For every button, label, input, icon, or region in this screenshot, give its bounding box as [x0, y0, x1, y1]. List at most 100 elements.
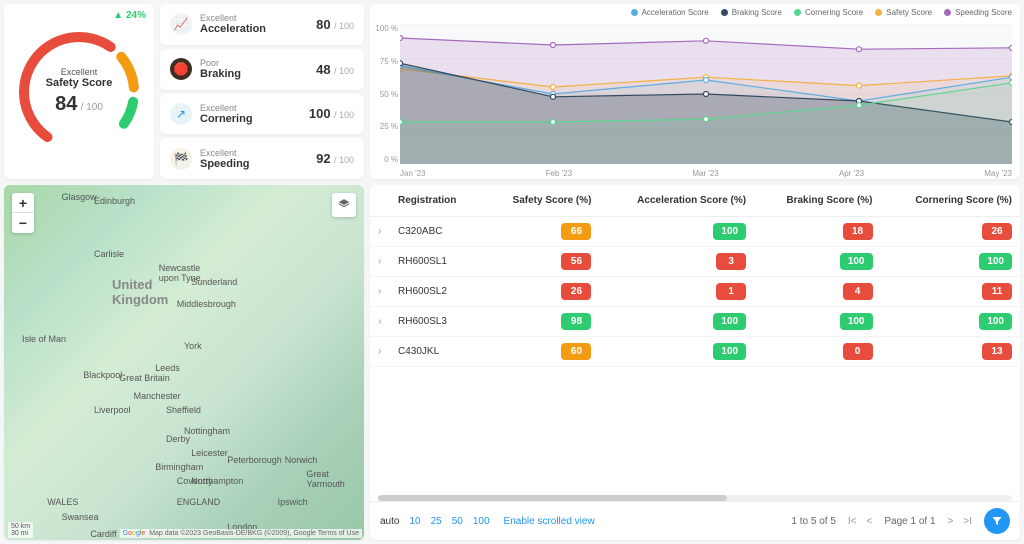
map-place-label: York	[184, 341, 202, 351]
trend-chart: Acceleration Score Braking Score Cornering…	[370, 4, 1020, 179]
legend-item[interactable]: Acceleration Score	[631, 8, 709, 17]
next-page-button[interactable]: >	[946, 516, 956, 527]
score-badge: 0	[843, 343, 873, 360]
legend-item[interactable]: Cornering Score	[794, 8, 863, 17]
page-size-option[interactable]: 50	[452, 516, 463, 527]
map-place-label: Sunderland	[191, 277, 237, 287]
metric-card-acceleration[interactable]: 📈 Excellent Acceleration 80 / 100	[160, 4, 364, 45]
map-layers-button[interactable]	[332, 193, 356, 217]
page-indicator: Page 1 of 1	[884, 516, 935, 527]
metric-card-speeding[interactable]: 🏁 Excellent Speeding 92 / 100	[160, 138, 364, 179]
page-size-option[interactable]: 10	[409, 516, 420, 527]
map-place-label: Leeds	[155, 363, 180, 373]
expand-row-button[interactable]: ›	[370, 337, 390, 367]
metric-card-cornering[interactable]: ↗ Excellent Cornering 100 / 100	[160, 94, 364, 135]
gauge-arc	[14, 27, 144, 157]
metric-value: 48	[316, 62, 330, 77]
score-badge: 11	[982, 283, 1012, 300]
layers-icon	[337, 198, 351, 212]
score-badge: 4	[843, 283, 873, 300]
score-badge: 60	[561, 343, 591, 360]
page-size-option[interactable]: 25	[431, 516, 442, 527]
metric-card-braking[interactable]: 🛑 Poor Braking 48 / 100	[160, 49, 364, 90]
column-header[interactable]: Braking Score (%)	[754, 185, 880, 217]
zoom-out-button[interactable]: −	[12, 213, 34, 233]
table-row[interactable]: ›RH600SL1563100100	[370, 247, 1020, 277]
map-place-label: United Kingdom	[112, 277, 168, 307]
table-row[interactable]: ›RH600SL2 26 1 4 11	[370, 277, 1020, 307]
cornering-icon: ↗	[170, 103, 192, 125]
table-row[interactable]: ›C430JKL60100013	[370, 337, 1020, 367]
map-place-label: Great Britain	[119, 373, 170, 383]
score-badge: 98	[561, 313, 591, 330]
page-size-option[interactable]: auto	[380, 516, 399, 527]
registration-cell: C320ABC	[390, 217, 482, 247]
zoom-in-button[interactable]: +	[12, 193, 34, 213]
score-badge: 100	[713, 223, 746, 240]
legend-dot-icon	[721, 9, 728, 16]
map-place-label: Great Yarmouth	[306, 469, 344, 489]
metric-max: / 100	[334, 66, 354, 76]
score-badge: 100	[840, 253, 873, 270]
map-zoom-controls: + −	[12, 193, 34, 233]
score-badge: 56	[561, 253, 591, 270]
vehicle-table-card: RegistrationSafety Score (%)Acceleration…	[370, 185, 1020, 540]
score-badge: 100	[840, 313, 873, 330]
table-row[interactable]: ›RH600SL398100100100	[370, 307, 1020, 337]
prev-page-button[interactable]: <	[865, 516, 875, 527]
metric-rating: Excellent	[200, 13, 308, 23]
map-attribution: Google Map data ©2023 GeoBasis-DE/BKG (©…	[120, 529, 362, 538]
column-header[interactable]: Registration	[390, 185, 482, 217]
legend-item[interactable]: Safety Score	[875, 8, 932, 17]
map-place-label: Blackpool	[83, 370, 122, 380]
enable-scrolled-view-link[interactable]: Enable scrolled view	[504, 516, 595, 527]
legend-item[interactable]: Speeding Score	[944, 8, 1012, 17]
map-place-label: Edinburgh	[94, 196, 135, 206]
expand-row-button[interactable]: ›	[370, 307, 390, 337]
first-page-button[interactable]: I<	[846, 516, 859, 527]
expand-row-button[interactable]: ›	[370, 247, 390, 277]
metric-value: 92	[316, 151, 330, 166]
pagination-summary: 1 to 5 of 5	[791, 516, 835, 527]
score-badge: 26	[561, 283, 591, 300]
expand-row-button[interactable]: ›	[370, 217, 390, 247]
vehicle-table: RegistrationSafety Score (%)Acceleration…	[370, 185, 1020, 367]
legend-item[interactable]: Braking Score	[721, 8, 782, 17]
score-badge: 18	[843, 223, 873, 240]
last-page-button[interactable]: >I	[961, 516, 974, 527]
filter-icon	[991, 515, 1003, 527]
metric-rating: Excellent	[200, 148, 308, 158]
map-place-label: Northampton	[191, 476, 243, 486]
page-size-option[interactable]: 100	[473, 516, 490, 527]
chart-plot	[400, 24, 1012, 164]
registration-cell: RH600SL2	[390, 277, 482, 307]
map-place-label: ENGLAND	[177, 497, 221, 507]
table-row[interactable]: ›C320ABC 66 100 18 26	[370, 217, 1020, 247]
map-place-label: Sheffield	[166, 405, 201, 415]
map-scale: 50 km 30 mi	[8, 522, 33, 538]
column-header[interactable]: Acceleration Score (%)	[599, 185, 754, 217]
safety-gauge-card: 24% Excellent Safety Score 84 / 100	[4, 4, 154, 179]
score-badge: 26	[982, 223, 1012, 240]
metric-rating: Excellent	[200, 103, 301, 113]
map-place-label: WALES	[47, 497, 78, 507]
column-header[interactable]: Cornering Score (%)	[881, 185, 1021, 217]
map-panel[interactable]: GlasgowEdinburghCarlisleNewcastle upon T…	[4, 185, 364, 540]
score-badge: 100	[979, 253, 1012, 270]
score-badge: 1	[716, 283, 746, 300]
map-place-label: Manchester	[134, 391, 181, 401]
registration-cell: RH600SL1	[390, 247, 482, 277]
metric-name: Speeding	[200, 158, 308, 170]
filter-button[interactable]	[984, 508, 1010, 534]
acceleration-icon: 📈	[170, 13, 192, 35]
column-header[interactable]: Safety Score (%)	[482, 185, 599, 217]
map-place-label: Leicester	[191, 448, 228, 458]
map-place-label: Glasgow	[62, 192, 97, 202]
score-badge: 66	[561, 223, 591, 240]
map-place-label: Birmingham	[155, 462, 203, 472]
expand-row-button[interactable]: ›	[370, 277, 390, 307]
map-place-label: Middlesbrough	[177, 299, 236, 309]
registration-cell: C430JKL	[390, 337, 482, 367]
map-place-label: Carlisle	[94, 249, 124, 259]
metric-max: / 100	[334, 155, 354, 165]
